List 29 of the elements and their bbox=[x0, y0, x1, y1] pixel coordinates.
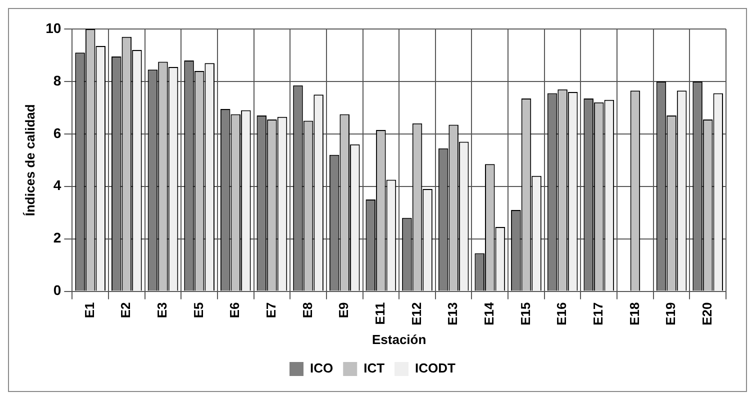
legend-label: ICODT bbox=[415, 360, 456, 376]
x-tick-label: E5 bbox=[190, 302, 206, 318]
y-tick-label: 6 bbox=[53, 124, 62, 141]
x-tick-label: E9 bbox=[336, 302, 352, 318]
legend-label: ICO bbox=[310, 360, 334, 376]
x-axis-title: Estación bbox=[372, 332, 426, 347]
x-tick-label: E19 bbox=[663, 302, 678, 326]
y-tick-label: 2 bbox=[53, 230, 62, 246]
legend-label: ICT bbox=[364, 360, 385, 376]
y-axis-title: Índices de calidad bbox=[22, 104, 38, 216]
y-tick-label: 4 bbox=[53, 177, 62, 194]
x-tick-label: E12 bbox=[408, 302, 424, 326]
y-tick-label: 0 bbox=[53, 282, 62, 298]
x-tick-label: E3 bbox=[154, 302, 170, 318]
x-tick-label: E2 bbox=[118, 302, 134, 318]
x-tick-label: E16 bbox=[554, 302, 570, 326]
x-tick-label: E18 bbox=[626, 302, 642, 326]
x-tick-label: E1 bbox=[82, 302, 97, 318]
x-tick-label: E17 bbox=[590, 302, 606, 326]
y-tick-label: 8 bbox=[53, 72, 62, 88]
x-tick-label: E8 bbox=[300, 302, 315, 318]
x-tick-label: E13 bbox=[445, 302, 460, 326]
x-tick-label: E11 bbox=[372, 302, 388, 325]
x-tick-label: E7 bbox=[264, 302, 279, 318]
y-tick-label: 10 bbox=[46, 20, 62, 36]
x-tick-label: E14 bbox=[481, 302, 496, 326]
x-tick-label: E6 bbox=[227, 302, 242, 318]
x-tick-label: E20 bbox=[699, 302, 714, 326]
x-tick-label: E15 bbox=[518, 302, 533, 326]
